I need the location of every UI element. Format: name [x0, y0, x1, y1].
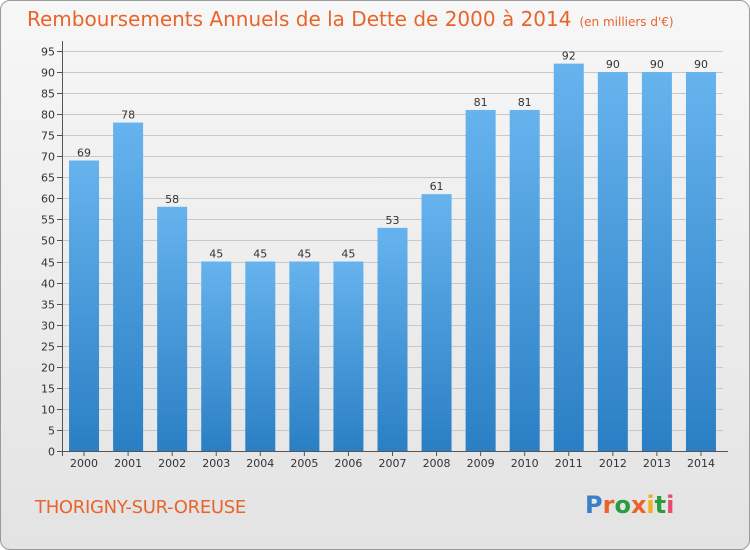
bar-2001 [113, 122, 144, 451]
y-tick-label: 35 [41, 299, 55, 312]
value-label-2003: 45 [209, 248, 223, 261]
bars [69, 63, 716, 452]
title-unit: (en milliers d'€) [579, 15, 674, 29]
x-tick-label: 2002 [158, 457, 186, 470]
y-tick-label: 50 [41, 235, 55, 248]
value-label-2012: 90 [606, 58, 620, 71]
x-tick-label: 2001 [114, 457, 142, 470]
x-tick-label: 2005 [290, 457, 318, 470]
value-label-2005: 45 [297, 248, 311, 261]
bar-2013 [641, 72, 672, 451]
value-label-2013: 90 [650, 58, 664, 71]
x-tick-label: 2012 [599, 457, 627, 470]
logo-letter: i [646, 491, 655, 519]
y-tick-label: 60 [41, 193, 55, 206]
x-tick-label: 2007 [379, 457, 407, 470]
chart-title: Remboursements Annuels de la Dette de 20… [27, 7, 674, 31]
y-tick-label: 70 [41, 151, 55, 164]
bar-2008 [421, 194, 452, 451]
value-label-2014: 90 [694, 58, 708, 71]
x-tick-label: 2008 [423, 457, 451, 470]
y-tick-label: 95 [41, 46, 55, 59]
x-tick-label: 2004 [246, 457, 274, 470]
y-tick-label: 25 [41, 341, 55, 354]
bar-2002 [157, 206, 188, 451]
x-tick-label: 2014 [687, 457, 715, 470]
logo-letter: t [654, 491, 667, 519]
y-tick-label: 20 [41, 362, 55, 375]
x-tick-label: 2000 [70, 457, 98, 470]
value-label-2009: 81 [474, 96, 488, 109]
value-label-2002: 58 [165, 193, 179, 206]
y-tick-label: 90 [41, 67, 55, 80]
x-tick-label: 2010 [511, 457, 539, 470]
bar-2011 [553, 63, 584, 451]
logo-letter: x [630, 491, 647, 519]
y-tick-label: 85 [41, 88, 55, 101]
value-label-2011: 92 [562, 50, 576, 63]
y-tick-label: 40 [41, 278, 55, 291]
bar-2010 [509, 109, 540, 452]
bar-2006 [333, 261, 364, 451]
logo-letter: r [602, 491, 615, 519]
x-tick-label: 2009 [467, 457, 495, 470]
y-tick-labels: 0 5 10 15 20 25 30 35 40 45 50 55 60 65 70 75 80 85 90 95 [41, 46, 55, 459]
logo-letter: o [614, 491, 631, 519]
value-label-2001: 78 [121, 109, 135, 122]
y-tick-label: 75 [41, 130, 55, 143]
y-tick-label: 30 [41, 320, 55, 333]
x-tick-label: 2013 [643, 457, 671, 470]
y-tick-label: 15 [41, 383, 55, 396]
value-label-2010: 81 [518, 96, 532, 109]
y-tick-label: 80 [41, 109, 55, 122]
y-tick-label: 65 [41, 172, 55, 185]
value-label-2004: 45 [253, 248, 267, 261]
value-label-2006: 45 [341, 248, 355, 261]
x-tick-label: 2003 [202, 457, 230, 470]
y-tick-label: 5 [48, 425, 55, 438]
bar-2004 [245, 261, 276, 451]
x-tick-label: 2006 [334, 457, 362, 470]
axes [57, 41, 728, 456]
value-label-2008: 61 [430, 180, 444, 193]
value-label-2007: 53 [386, 214, 400, 227]
bar-2000 [69, 160, 100, 451]
commune-name: THORIGNY-SUR-OREUSE [35, 497, 246, 518]
bar-2014 [685, 72, 716, 451]
bar-2009 [465, 109, 496, 452]
y-tick-label: 55 [41, 214, 55, 227]
value-labels: 69 78 58 45 45 45 45 53 61 81 81 92 90 90 90 [77, 50, 708, 261]
bar-2007 [377, 227, 408, 451]
bar-2012 [597, 72, 628, 451]
title-text: Remboursements Annuels de la Dette de 20… [27, 7, 572, 31]
y-tick-label: 45 [41, 257, 55, 270]
y-tick-label: 10 [41, 404, 55, 417]
logo-letter: i [666, 491, 675, 519]
bar-2003 [201, 261, 232, 451]
x-tick-label: 2011 [555, 457, 583, 470]
logo-letter: P [585, 491, 603, 519]
bar-2005 [289, 261, 320, 451]
value-label-2000: 69 [77, 146, 91, 159]
x-tick-labels: 2000 2001 2002 2003 2004 2005 2006 2007 2008 2009… [70, 457, 715, 470]
y-tick-label: 0 [48, 446, 55, 459]
proxiti-logo: Proxiti [585, 491, 674, 519]
